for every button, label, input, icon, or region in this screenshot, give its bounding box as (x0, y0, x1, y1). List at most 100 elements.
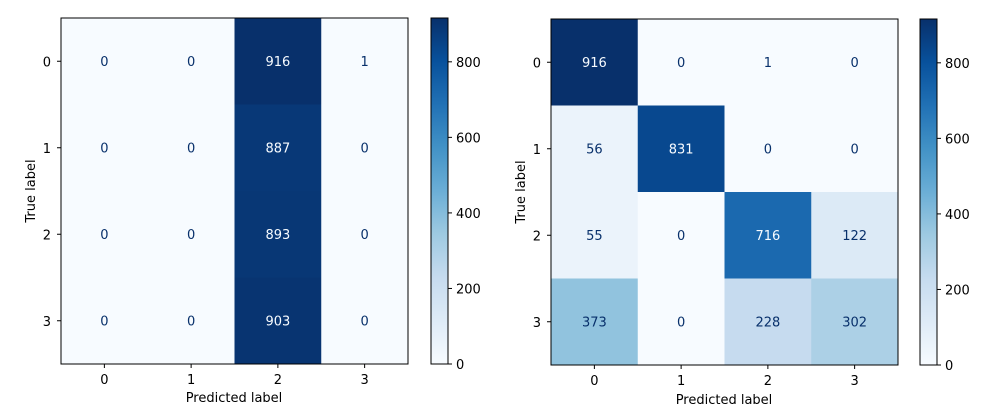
matrix-cell (637, 105, 725, 193)
cell-value: 893 (265, 228, 290, 243)
x-axis-ticks: 0 1 2 3 (100, 364, 369, 388)
cell-value: 0 (360, 228, 368, 243)
cell-value: 0 (187, 314, 195, 329)
cell-value: 0 (100, 141, 108, 156)
cell-value: 55 (586, 229, 603, 244)
cell-value: 122 (842, 229, 867, 244)
cell-value: 716 (755, 229, 780, 244)
cell-value: 0 (187, 141, 195, 156)
cell-value: 56 (586, 142, 603, 157)
matrix-cell (147, 18, 235, 105)
x-tick-label: 2 (274, 373, 282, 388)
y-axis-label: True label (24, 159, 39, 223)
y-tick-label: 1 (43, 142, 51, 157)
cell-value: 228 (755, 315, 780, 330)
matrix-cell (321, 104, 409, 192)
y-tick-label: 0 (43, 55, 51, 70)
matrix-cell (61, 277, 149, 365)
matrix-cells: 0 0 916 1 0 0 887 0 0 0 893 0 0 0 903 0 (61, 18, 409, 365)
colorbar-tick-label: 800 (456, 56, 481, 71)
cell-value: 1 (360, 55, 368, 70)
cell-value: 887 (265, 141, 290, 156)
cell-value: 903 (265, 314, 290, 329)
matrix-cell (147, 104, 235, 192)
x-tick-label: 3 (360, 373, 368, 388)
x-tick-label: 0 (590, 374, 598, 389)
x-tick-label: 1 (677, 374, 685, 389)
matrix-cell (321, 277, 409, 365)
matrix-cells: 916 0 1 0 56 831 0 0 55 0 716 122 373 0 228 302 (551, 19, 899, 366)
matrix-cell (321, 191, 409, 278)
matrix-cell (637, 19, 725, 106)
colorbar-tick-label: 400 (945, 208, 970, 223)
colorbar-tick-label: 400 (456, 207, 481, 222)
matrix-cell (61, 18, 149, 105)
y-tick-label: 1 (533, 143, 541, 158)
confusion-matrix-1: 0 0 916 1 0 0 887 0 0 0 893 0 0 0 903 0 0 1 2 3 0 1 2 3 Predi… (24, 17, 409, 406)
y-tick-label: 0 (533, 56, 541, 71)
matrix-cell (61, 191, 149, 278)
matrix-cell (724, 192, 812, 279)
matrix-cell (551, 19, 639, 106)
colorbar-ticks: 0 200 400 600 800 (448, 56, 481, 373)
matrix-cell (724, 278, 812, 366)
matrix-cell (234, 277, 322, 365)
matrix-cell (234, 191, 322, 278)
cell-value: 0 (677, 229, 685, 244)
cell-value: 0 (187, 228, 195, 243)
colorbar-2: 0 200 400 600 800 (919, 18, 970, 374)
cell-value: 0 (100, 55, 108, 70)
cell-value: 0 (100, 314, 108, 329)
cell-value: 0 (360, 141, 368, 156)
colorbar-tick-label: 0 (456, 358, 464, 373)
matrix-cell (811, 19, 899, 106)
matrix-cell (551, 278, 639, 366)
cell-value: 0 (187, 55, 195, 70)
matrix-cell (147, 191, 235, 278)
x-axis-label: Predicted label (676, 393, 773, 408)
colorbar-gradient (919, 18, 938, 366)
colorbar-tick-label: 600 (945, 132, 970, 147)
cell-value: 0 (850, 142, 858, 157)
confusion-matrix-2: 916 0 1 0 56 831 0 0 55 0 716 122 373 0 228 302 0 1 2 3 0 1… (514, 18, 899, 408)
matrix-cell (321, 18, 409, 105)
matrix-cell (811, 278, 899, 366)
cell-value: 302 (842, 315, 867, 330)
colorbar-tick-label: 0 (945, 359, 953, 374)
cell-value: 0 (764, 142, 772, 157)
x-axis-label: Predicted label (186, 391, 283, 406)
matrix-cell (811, 192, 899, 279)
cell-value: 373 (582, 315, 607, 330)
y-tick-label: 2 (533, 229, 541, 244)
matrix-cell (637, 278, 725, 366)
y-axis-ticks: 0 1 2 3 (533, 56, 551, 331)
colorbar-ticks: 0 200 400 600 800 (937, 57, 970, 374)
plot-frame (550, 18, 899, 366)
matrix-cell (234, 18, 322, 105)
cell-value: 0 (360, 314, 368, 329)
colorbar-tick-label: 600 (456, 131, 481, 146)
matrix-cell (724, 19, 812, 106)
y-tick-label: 3 (43, 315, 51, 330)
colorbar-tick-label: 200 (945, 283, 970, 298)
colorbar-tick-label: 800 (945, 57, 970, 72)
matrix-cell (61, 104, 149, 192)
cell-value: 0 (677, 56, 685, 71)
cell-value: 916 (582, 56, 607, 71)
y-axis-label: True label (514, 160, 529, 224)
cell-value: 0 (850, 56, 858, 71)
matrix-cell (551, 192, 639, 279)
y-tick-label: 2 (43, 228, 51, 243)
colorbar-1: 0 200 400 600 800 (430, 17, 481, 373)
x-tick-label: 0 (100, 373, 108, 388)
cell-value: 0 (677, 315, 685, 330)
matrix-cell (724, 105, 812, 193)
matrix-cell (551, 105, 639, 193)
matrix-cell (234, 104, 322, 192)
x-tick-label: 1 (187, 373, 195, 388)
y-tick-label: 3 (533, 316, 541, 331)
cell-value: 0 (100, 228, 108, 243)
colorbar-gradient (430, 17, 449, 365)
cell-value: 1 (764, 56, 772, 71)
